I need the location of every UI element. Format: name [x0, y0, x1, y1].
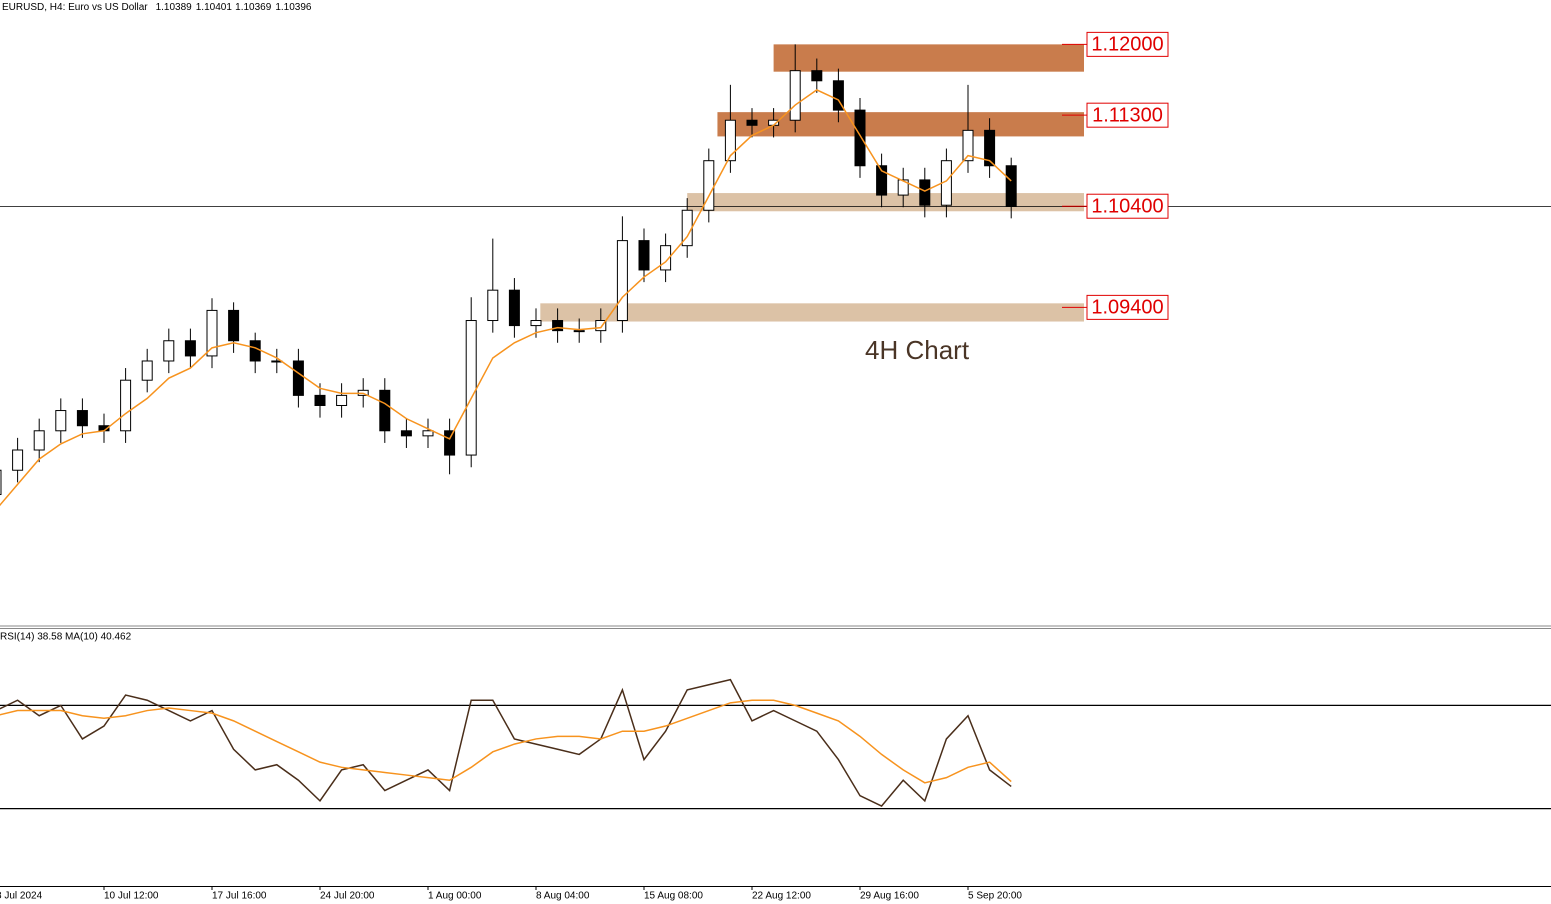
candle-body [55, 410, 67, 432]
low-price: 1.10369 [235, 2, 272, 13]
x-tick-label: 17 Jul 16:00 [212, 891, 267, 902]
candle-body [638, 240, 650, 271]
candle-body [573, 330, 585, 333]
candle-body [12, 449, 24, 471]
symbol: EURUSD, H4: Euro vs US Dollar [2, 2, 148, 13]
candle-body [616, 240, 628, 322]
candle-body [508, 289, 520, 327]
x-tick-label: 29 Aug 16:00 [860, 891, 919, 902]
candle-body [487, 289, 499, 322]
candle-body [962, 129, 974, 162]
candle-body [1005, 165, 1017, 207]
candle-body [336, 394, 348, 406]
candle-body [400, 430, 412, 437]
candle-body [422, 430, 434, 437]
candle-body [854, 109, 866, 167]
x-tick-label: 24 Jul 20:00 [320, 891, 375, 902]
x-tick-label: 1 Aug 00:00 [428, 891, 482, 902]
level-label-box [1086, 102, 1169, 128]
candle-body [249, 340, 261, 362]
candle-body [530, 320, 542, 327]
candle-body [595, 320, 607, 332]
candle-body [444, 430, 456, 456]
level-label: 1.12000 [1091, 34, 1163, 56]
chart-header: EURUSD, H4: Euro vs US Dollar 1.10389 1.10… [2, 2, 312, 13]
candle-body [292, 360, 304, 396]
x-tick-label: 8 Aug 04:00 [536, 891, 590, 902]
candle-body [163, 340, 175, 362]
open-price: 1.10389 [156, 2, 193, 13]
x-tick-label: 10 Jul 12:00 [104, 891, 159, 902]
candle-body [552, 320, 564, 332]
candle-body [746, 119, 758, 126]
candle-body [660, 245, 672, 271]
candle-body [120, 379, 132, 432]
candle-body [789, 70, 801, 121]
candle-body [876, 165, 888, 196]
x-tick-label: 15 Aug 08:00 [644, 891, 703, 902]
candle-body [379, 389, 391, 432]
x-tick-label: 3 Jul 2024 [0, 891, 43, 902]
moving-average [0, 89, 1012, 507]
candle-body [811, 70, 823, 82]
level-label: 1.10400 [1091, 195, 1163, 217]
candle-body [897, 179, 909, 196]
candle-body [141, 360, 153, 381]
high-price: 1.10401 [196, 2, 233, 13]
annotation: 4H Chart [865, 335, 970, 365]
candle-body [33, 430, 45, 451]
level-label-box [1086, 294, 1169, 320]
indicator-line [0, 678, 1012, 807]
candle-body [984, 129, 996, 167]
candle-body [228, 309, 240, 342]
candle-body [919, 179, 931, 206]
x-tick-label: 22 Aug 12:00 [752, 891, 811, 902]
level-label: 1.09400 [1091, 297, 1163, 319]
candle-body [724, 119, 736, 162]
candle-body [184, 340, 196, 357]
close-price: 1.10396 [275, 2, 312, 13]
zone [687, 193, 1084, 212]
x-tick-label: 5 Sep 20:00 [968, 891, 1022, 902]
candle-body [465, 320, 477, 456]
candle-body [76, 410, 88, 427]
level-label: 1.11300 [1092, 104, 1163, 126]
candle-body [832, 80, 844, 111]
level-label-box [1086, 193, 1169, 219]
level-label-box [1086, 31, 1169, 57]
indicator-line [0, 699, 1012, 784]
indicator-title: RSI(14) 38.58 MA(10) 40.462 [0, 632, 132, 643]
candle-body [0, 469, 2, 496]
candle-body [314, 394, 326, 406]
zone [540, 303, 1084, 322]
candle-body [206, 309, 218, 357]
zone [773, 44, 1084, 72]
